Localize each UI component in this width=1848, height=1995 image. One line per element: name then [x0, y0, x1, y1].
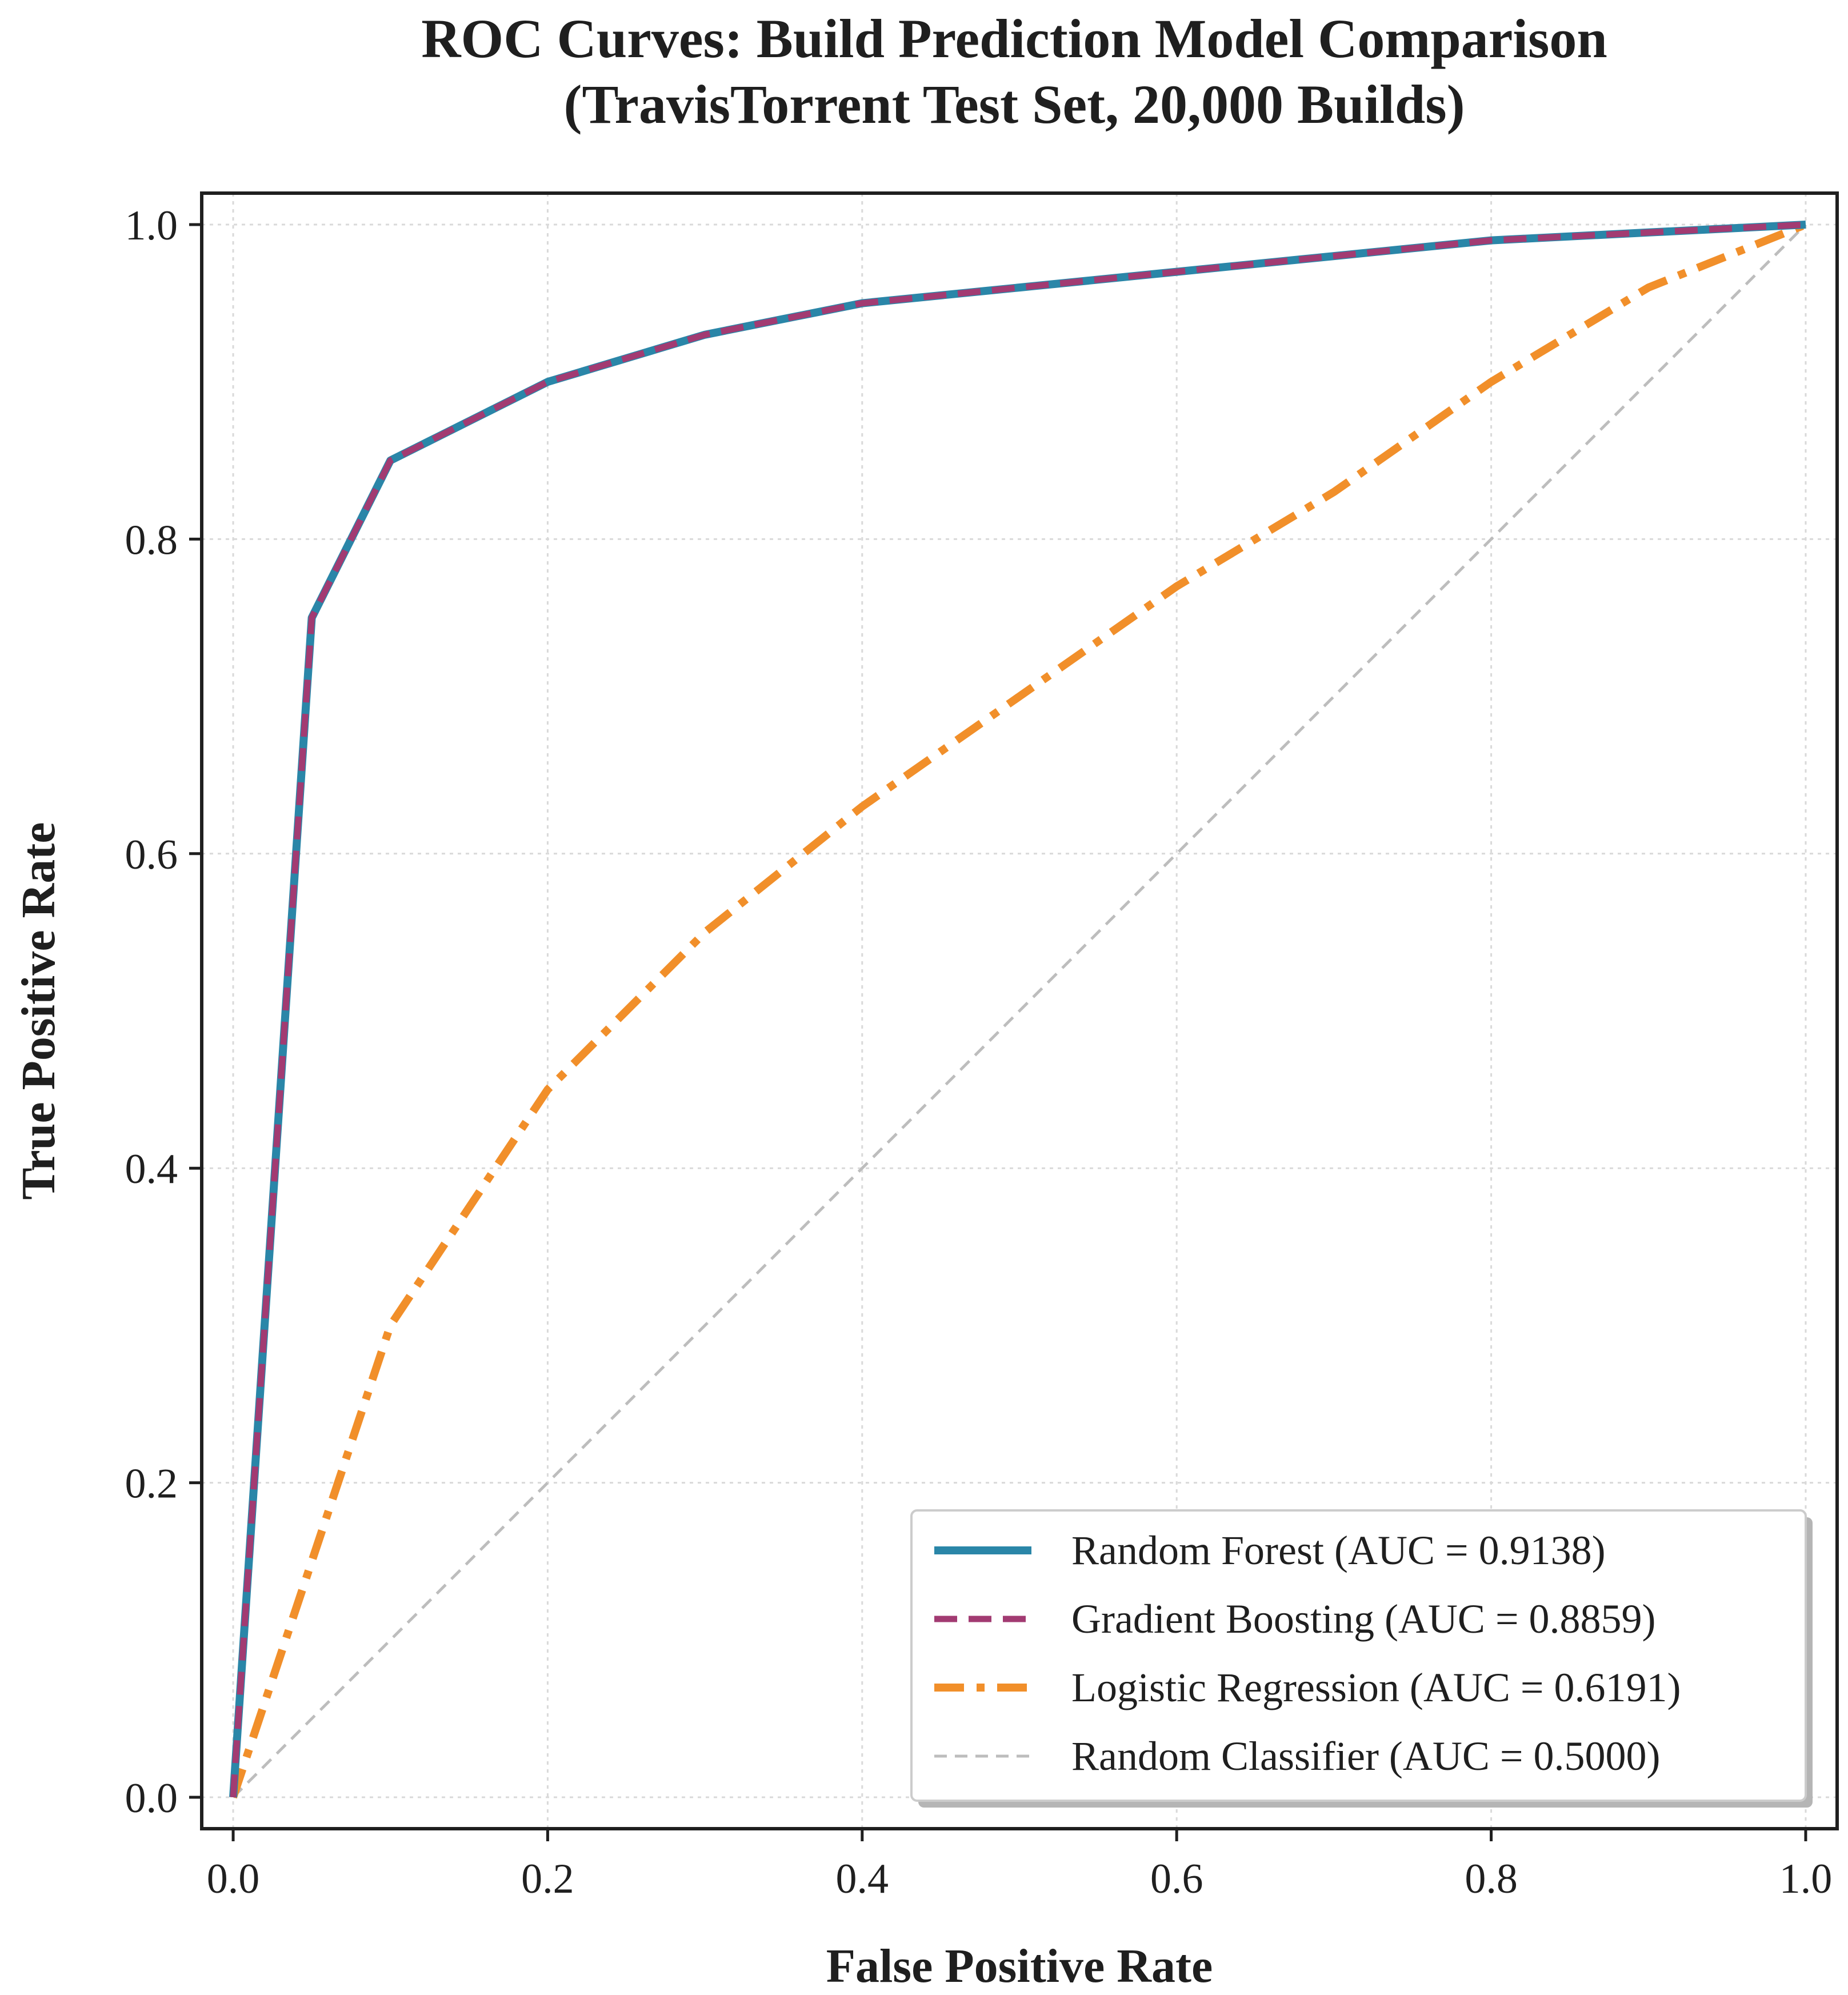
- x-tick-label: 0.8: [1465, 1856, 1518, 1902]
- y-tick-label: 1.0: [125, 202, 178, 249]
- x-tick-label: 0.0: [207, 1856, 260, 1902]
- chart-title-line-2: (TravisTorrent Test Set, 20,000 Builds): [563, 74, 1465, 135]
- x-tick-label: 1.0: [1779, 1856, 1833, 1902]
- x-tick-label: 0.4: [836, 1856, 889, 1902]
- legend-label: Logistic Regression (AUC = 0.6191): [1071, 1665, 1681, 1710]
- series-line-1: [230, 221, 1806, 1798]
- y-tick-label: 0.2: [125, 1461, 178, 1508]
- plot-frame: [200, 191, 1839, 1830]
- y-axis-label: True Positive Rate: [12, 822, 65, 1200]
- y-tick-label: 0.4: [125, 1146, 178, 1193]
- x-tick-label: 0.2: [521, 1856, 574, 1902]
- legend-label: Random Classifier (AUC = 0.5000): [1071, 1733, 1661, 1779]
- chart-title-line-1: ROC Curves: Build Prediction Model Compa…: [421, 8, 1607, 69]
- y-tick-label: 0.0: [125, 1775, 178, 1822]
- legend-label: Random Forest (AUC = 0.9138): [1071, 1528, 1606, 1573]
- x-tick-label: 0.6: [1150, 1856, 1203, 1902]
- series-line-2: [229, 221, 1807, 1799]
- y-tick-label: 0.8: [125, 517, 178, 563]
- series-lines: [229, 221, 1807, 1799]
- legend-label: Gradient Boosting (AUC = 0.8859): [1071, 1596, 1656, 1642]
- legend-box: [910, 1509, 1807, 1802]
- axis-ticks: 0.0 0.2 0.4 0.6 0.8 1.0 0.0 0.2 0.4 0.6 0.8 1.0: [125, 202, 1833, 1902]
- x-axis-label: False Positive Rate: [826, 1940, 1213, 1993]
- legend: Random Forest (AUC = 0.9138) Gradient Boo…: [910, 1509, 1813, 1808]
- series-line-3: [232, 223, 1807, 1798]
- y-tick-label: 0.6: [125, 831, 178, 878]
